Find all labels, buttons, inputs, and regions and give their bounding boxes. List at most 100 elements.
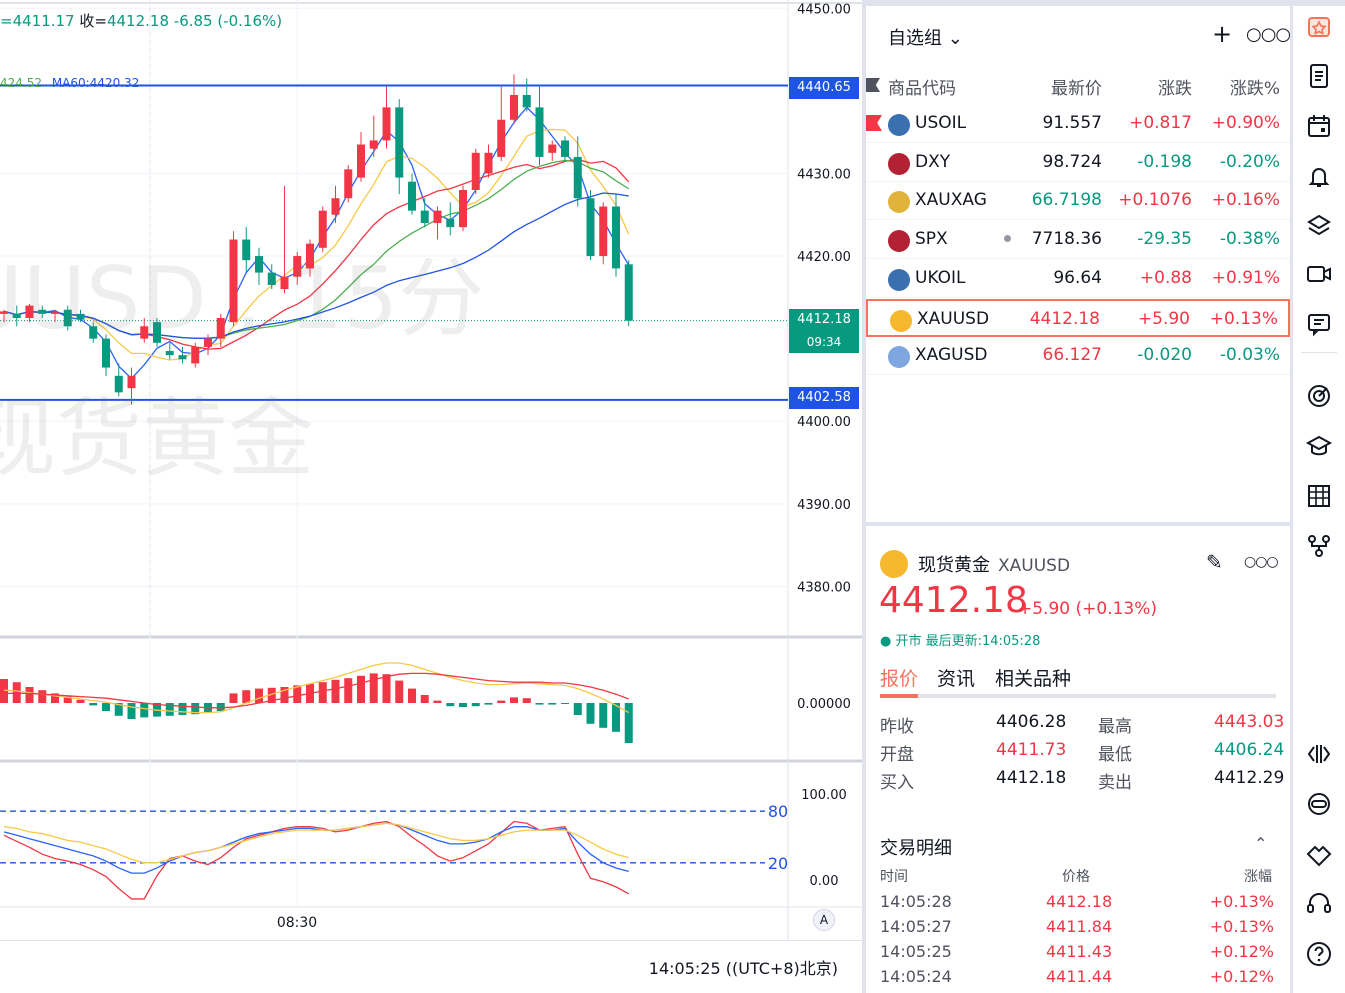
last-price: 66.7198 [1031,190,1102,211]
auto-scale-button[interactable]: A [813,909,835,931]
ohlc-prefix: =4411.17 [0,12,75,30]
watchlist-row[interactable]: XAUUSD 4412.18 +5.90 +0.13% [866,298,1290,337]
ma-legend: 424.52 MA60:4420.32 [0,76,139,90]
candle-body [267,272,276,285]
kdj-level-label: 20 [768,854,788,873]
watchlist-row[interactable]: SPX 7718.36 -29.35 -0.38% [866,221,1290,260]
trade-row: 14:05:27 4411.84 +0.13% [880,917,1276,942]
macd-bar [114,703,123,716]
chat-icon[interactable] [1299,304,1339,344]
alert-icon[interactable] [1299,156,1339,196]
trade-header-price: 价格 [1062,869,1090,885]
last-price: 4412.18 [1029,308,1100,329]
macd-bar [89,703,98,706]
target-icon[interactable] [1299,376,1339,416]
more-icon[interactable]: ○○○ [1244,554,1279,570]
collapse-icon[interactable]: ⌃ [1254,834,1268,853]
macd-bar [63,696,72,703]
candle-body [344,169,353,199]
price-change-pct: +0.16% [1211,190,1280,211]
macd-bar [433,700,442,703]
support-icon[interactable] [1299,884,1339,924]
price-change-pct: +0.91% [1211,267,1280,288]
kdj-tick-label: 0.00 [810,874,839,889]
watchlist-row[interactable]: XAGUSD 66.127 -0.020 -0.03% [866,337,1290,376]
candle-body [369,140,378,149]
col-last[interactable]: 最新价 [1051,79,1102,99]
macd-bar [0,679,8,703]
col-symbol[interactable]: 商品代码 [888,79,956,99]
details-price: 4412.18 [879,580,1028,621]
watchlist-row[interactable]: XAUXAG 66.7198 +0.1076 +0.16% [866,182,1290,221]
macd-bar [191,703,200,715]
macd-bar [382,674,391,703]
name-watermark: 现货黄金 [0,389,314,489]
handshake-icon[interactable] [1299,834,1339,874]
layers-icon[interactable] [1299,206,1339,246]
kdj-series-line [3,822,629,874]
news-icon[interactable] [1299,56,1339,96]
x-tick-label: 08:30 [277,915,317,931]
watchlist-row[interactable]: USOIL 91.557 +0.817 +0.90% [866,105,1290,143]
status-dot-icon [1004,235,1011,243]
video-icon[interactable] [1299,254,1339,294]
candle-body [573,156,582,199]
stat-label: 开盘 [880,745,914,765]
more-icon[interactable]: ○○○ [1246,24,1291,45]
watchlist-icon[interactable] [1299,6,1339,46]
macd-bar [229,693,238,703]
add-symbol-icon[interactable]: + [1212,20,1233,48]
macd-bar [535,703,544,705]
kdj-series-line [3,820,630,900]
candle-body [191,346,200,364]
candle-body [522,94,531,108]
flag-icon[interactable] [866,115,882,131]
tab-news[interactable]: 资讯 [937,668,976,690]
education-icon[interactable] [1299,426,1339,466]
tab-quote[interactable]: 报价 [880,668,919,690]
macd-bar [12,682,21,703]
trades-title: 交易明细 [880,838,952,859]
macd-bar [522,698,531,703]
table-icon[interactable] [1299,476,1339,516]
tree-icon[interactable] [1299,526,1339,566]
details-tabs: 报价 资讯 相关品种 [880,662,1276,698]
code-icon[interactable] [1299,734,1339,774]
trade-time: 14:05:24 [880,967,952,986]
macd-bar [293,685,302,703]
change-value: -6.85 (-0.16%) [173,12,283,30]
trade-row: 14:05:24 4411.44 +0.12% [880,967,1276,992]
watchlist-title[interactable]: 自选组 ⌄ [888,28,963,49]
tab-related[interactable]: 相关品种 [995,668,1072,690]
candle-body [510,94,518,120]
candle-body [395,107,404,178]
stat-value: 4443.03 [1214,712,1285,732]
candle-body [127,375,136,389]
current-price-tag: 4412.18 [789,309,859,331]
macd-bar [165,703,174,716]
calendar-icon[interactable] [1299,106,1339,146]
macd-bar [25,687,34,703]
watchlist-row[interactable]: DXY 98.724 -0.198 -0.20% [866,144,1290,182]
kdj-tick-label: 100.00 [801,788,847,803]
macd-bar [471,703,480,707]
kdj-level-label: 80 [768,802,788,821]
us-flag-icon [888,230,910,253]
watchlist-row[interactable]: UKOIL 96.64 +0.88 +0.91% [866,260,1290,298]
gold-icon [890,309,912,332]
help-icon[interactable] [1299,934,1339,974]
oil-icon [888,268,910,291]
macd-signal-line [4,672,629,709]
col-change-pct[interactable]: 涨跌% [1229,79,1280,99]
candle-body [255,256,263,273]
col-change[interactable]: 涨跌 [1158,79,1192,99]
edit-icon[interactable]: ✎ [1206,550,1223,574]
price-chart[interactable]: 4450.00 4430.00 4420.00 4400.00 4390.00 4380.… [0,0,862,993]
symbol-details-panel: 现货黄金 XAUUSD ✎ ○○○ 4412.18 +5.90 (+0.13%) … [866,526,1290,993]
stat-value: 4412.18 [996,768,1067,788]
robot-icon[interactable] [1299,784,1339,824]
flag-icon[interactable] [866,78,880,92]
chart-panel[interactable]: 4450.00 4430.00 4420.00 4400.00 4390.00 4380.… [0,0,862,993]
timezone-label[interactable]: 14:05:25 ((UTC+8)北京) [648,959,838,978]
last-price: 96.64 [1053,267,1102,288]
